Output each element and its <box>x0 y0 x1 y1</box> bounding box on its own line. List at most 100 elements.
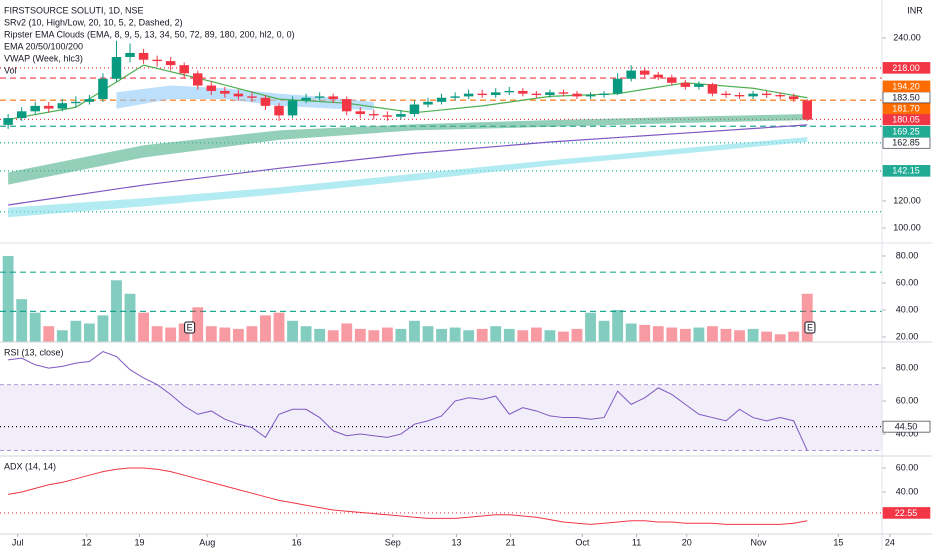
candle-body <box>44 105 54 109</box>
volume-bar <box>490 326 502 342</box>
candle-body <box>680 82 691 87</box>
candle-body <box>518 90 528 94</box>
candle-body <box>111 57 122 79</box>
candle-body <box>748 93 758 97</box>
candle-body <box>369 114 379 116</box>
volume-bar <box>463 330 475 342</box>
candle-body <box>531 93 542 96</box>
candle-body <box>477 93 487 96</box>
candle-body <box>612 78 623 94</box>
volume-bar <box>395 328 407 342</box>
candle-body <box>572 93 582 97</box>
candle-body <box>382 115 393 117</box>
volume-bar <box>774 334 786 342</box>
volume-bar <box>205 326 217 342</box>
adx-pane <box>0 467 882 525</box>
earnings-label: E <box>807 322 813 332</box>
candle-body <box>599 93 609 96</box>
candle-body <box>30 105 40 112</box>
candle-body <box>301 97 311 101</box>
candle-body <box>247 96 257 98</box>
volume-bar <box>368 330 380 342</box>
volume-bar <box>639 324 651 342</box>
volume-bar <box>734 330 745 342</box>
volume-bar <box>178 323 190 342</box>
volume-bar <box>788 331 800 342</box>
volume-bar <box>165 327 177 342</box>
volume-bar <box>449 327 461 342</box>
candle-body <box>287 100 298 116</box>
volume-bar <box>111 280 122 342</box>
volume-bar <box>151 326 163 342</box>
candle-body <box>260 97 271 106</box>
candle-body <box>788 96 799 100</box>
price-label: 183.50 <box>892 92 920 102</box>
price-label-box <box>882 62 931 74</box>
volume-bar <box>558 331 569 342</box>
earnings-marker <box>184 321 196 334</box>
candle-body <box>504 90 515 93</box>
volume-bar <box>381 327 393 342</box>
price-label-box <box>882 80 931 93</box>
earnings-marker <box>804 321 816 334</box>
candle-body <box>165 61 176 66</box>
volume-bar <box>56 330 68 342</box>
volume-bar <box>29 312 41 342</box>
volume-bar <box>273 312 285 342</box>
indicator-label: SRv2 (10, High/Low, 20, 10, 5, 2, Dashed… <box>4 17 183 27</box>
candle-body <box>152 59 162 62</box>
volume-bar <box>314 328 326 342</box>
volume-bar <box>571 328 583 342</box>
legend: FIRSTSOURCE SOLUTI, 1D, NSE SRv2 (10, Hi… <box>4 5 923 471</box>
volume-bar <box>530 327 542 342</box>
x-tick-label: 13 <box>451 537 461 547</box>
y-tick-label: 120.00 <box>893 195 921 205</box>
x-tick-label: 24 <box>885 537 895 547</box>
candle-body <box>450 96 460 98</box>
volume-bar <box>16 299 28 342</box>
volume-bar <box>97 315 109 342</box>
volume-bar <box>409 320 420 342</box>
candle-body <box>328 96 338 100</box>
volume-bar <box>341 323 353 342</box>
indicator-label: EMA 20/50/100/200 <box>4 41 83 51</box>
candle-body <box>274 105 284 116</box>
candle-body <box>98 78 108 100</box>
price-label: 194.20 <box>892 81 920 91</box>
indicator-line <box>8 351 808 451</box>
volume-bar <box>70 320 82 342</box>
volume-bar <box>517 330 529 342</box>
x-tick-label: 12 <box>82 537 92 547</box>
candle-body <box>585 95 596 97</box>
candle-body <box>463 93 474 97</box>
volume-bar <box>83 323 95 342</box>
candle-body <box>220 90 230 94</box>
x-tick-label: 16 <box>292 537 302 547</box>
candle-body <box>761 93 772 96</box>
candle-body <box>802 100 812 120</box>
candle-body <box>125 52 135 58</box>
x-tick-label: Jul <box>12 537 24 547</box>
volume-bar <box>436 328 447 342</box>
currency: INR <box>907 5 923 15</box>
indicator-label: Ripster EMA Clouds (EMA, 8, 9, 5, 13, 34… <box>4 29 295 39</box>
price-label: 181.70 <box>892 103 920 113</box>
price-label: 44.50 <box>895 422 918 432</box>
x-tick-label: 11 <box>632 537 641 547</box>
candle-body <box>490 92 501 96</box>
candle-body <box>233 93 244 97</box>
chart-title: FIRSTSOURCE SOLUTI, 1D, NSE <box>4 5 144 15</box>
candle-body <box>355 111 366 115</box>
candle-body <box>775 95 785 97</box>
volume-bar <box>422 326 434 342</box>
y-tick-label: 80.00 <box>896 362 919 372</box>
y-tick-label: 60.00 <box>896 277 919 287</box>
volume-bar <box>219 327 231 342</box>
candle-body <box>653 74 664 78</box>
candle-body <box>71 101 81 104</box>
price-label: 180.05 <box>892 114 920 124</box>
y-tick-label: 60.00 <box>896 462 919 472</box>
volume-bar <box>300 326 312 342</box>
